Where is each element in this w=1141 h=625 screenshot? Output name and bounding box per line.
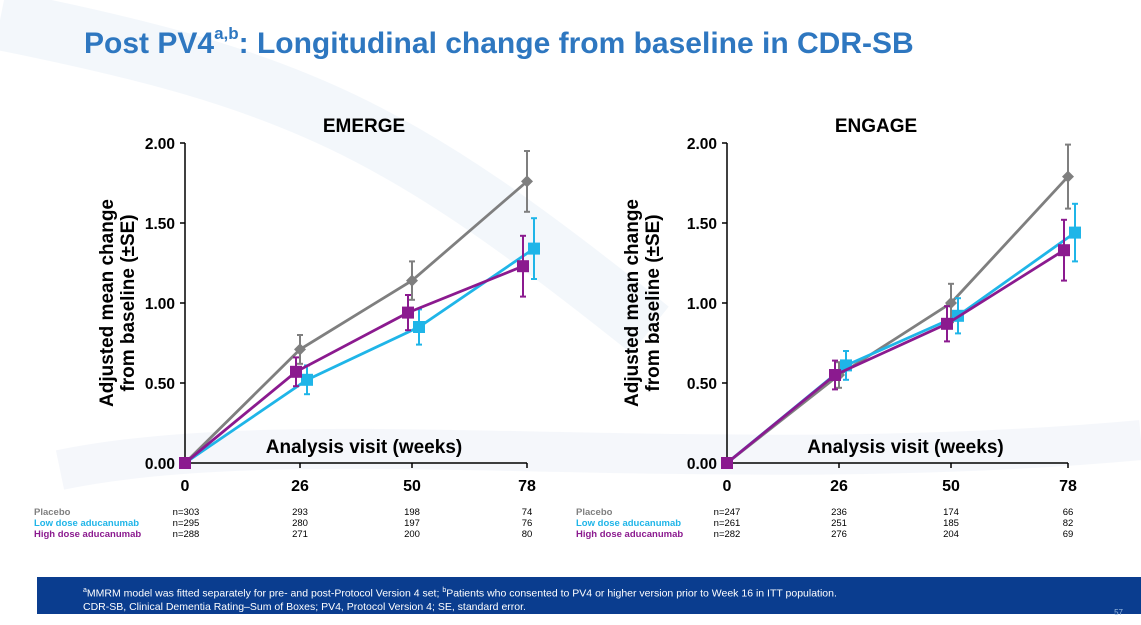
engage-x-tick-label: 78 — [1059, 478, 1077, 495]
engage-data-point — [1062, 170, 1074, 183]
engage-x-tick-label: 26 — [830, 478, 848, 495]
engage-n-cell: n=261 — [714, 518, 741, 529]
emerge-n-cell: 76 — [522, 518, 533, 529]
engage-n-row-label: Low dose aducanumab — [576, 518, 681, 529]
engage-y-tick-label: 0.00 — [687, 456, 717, 473]
emerge-data-point — [301, 373, 313, 386]
engage-data-point — [1069, 226, 1081, 239]
emerge-data-point — [402, 306, 414, 319]
emerge-n-row-label: Placebo — [34, 507, 71, 518]
engage-n-cell: 66 — [1063, 507, 1074, 518]
engage-n-cell: n=247 — [714, 507, 741, 518]
engage-data-point — [941, 317, 953, 330]
emerge-data-point — [406, 274, 418, 287]
engage-data-point — [1058, 244, 1070, 257]
emerge-n-cell: n=288 — [173, 529, 200, 540]
emerge-series-line-0 — [184, 180, 528, 464]
engage-n-cell: 69 — [1063, 529, 1074, 540]
engage-n-cell: 174 — [943, 507, 959, 518]
engage-chart-title: ENGAGE — [835, 116, 917, 137]
engage-n-cell: 276 — [831, 529, 847, 540]
engage-y-tick-label: 1.50 — [687, 216, 717, 233]
footnote-bar: aMMRM model was fitted separately for pr… — [37, 577, 1141, 614]
title-rest: : Longitudinal change from baseline in C… — [238, 27, 914, 60]
emerge-chart-title: EMERGE — [323, 116, 405, 137]
emerge-x-tick-label: 0 — [181, 478, 190, 495]
footnote-line-1: aMMRM model was fitted separately for pr… — [83, 584, 1141, 601]
engage-n-cell: n=282 — [714, 529, 741, 540]
emerge-y-tick-label: 2.00 — [145, 136, 175, 153]
footnote-b: Patients who consented to PV4 or higher … — [446, 587, 837, 600]
footnote-sup-b: b — [442, 587, 447, 594]
engage-y-axis-label-line1: Adjusted mean change — [622, 199, 643, 407]
engage-series-line-1 — [726, 231, 1076, 465]
emerge-y-tick-label: 0.00 — [145, 456, 175, 473]
emerge-n-cell: 80 — [522, 529, 533, 540]
engage-data-point — [829, 369, 841, 381]
emerge-data-point — [413, 321, 425, 333]
title-main: Post PV4 — [84, 27, 215, 60]
emerge-x-tick-label: 78 — [518, 478, 536, 495]
emerge-n-row-label: Low dose aducanumab — [34, 518, 139, 529]
emerge-chart: EMERGE 0.00 0.50 1.00 1.50 2.00 0 26 50 78 Analysi… — [34, 116, 540, 540]
emerge-n-cell: 197 — [404, 518, 420, 529]
emerge-x-axis-label: Analysis visit (weeks) — [266, 437, 462, 458]
footnote-a: MMRM model was fitted separately for pre… — [86, 587, 443, 600]
emerge-y-tick-label: 1.00 — [145, 296, 175, 313]
emerge-n-cell: 271 — [292, 529, 308, 540]
emerge-n-row-label: High dose aducanumab — [34, 529, 141, 540]
engage-x-axis-label: Analysis visit (weeks) — [807, 437, 1003, 458]
emerge-n-cell: n=295 — [173, 518, 200, 529]
emerge-series-line-1 — [184, 247, 535, 465]
emerge-data-point — [290, 365, 302, 378]
footnote-line-2: CDR-SB, Clinical Dementia Rating–Sum of … — [83, 600, 526, 613]
emerge-y-tick-label: 1.50 — [145, 216, 175, 233]
emerge-n-cell: 198 — [404, 507, 420, 518]
emerge-n-cell: 200 — [404, 529, 420, 540]
emerge-data-point — [294, 343, 306, 356]
emerge-n-cell: 293 — [292, 507, 308, 518]
engage-n-cell: 251 — [831, 518, 847, 529]
emerge-n-cell: 74 — [522, 507, 533, 518]
emerge-y-axis-label-line2: from baseline (±SE) — [118, 214, 139, 391]
engage-y-tick-label: 0.50 — [687, 376, 717, 393]
emerge-y-axis-label-line1: Adjusted mean change — [97, 199, 118, 407]
emerge-n-cell: 280 — [292, 518, 308, 529]
emerge-data-point — [528, 242, 540, 255]
page-number: 57 — [1114, 608, 1123, 617]
engage-y-tick-label: 1.00 — [687, 296, 717, 313]
engage-n-cell: 204 — [943, 529, 959, 540]
engage-data-point — [721, 457, 733, 469]
slide-title: Post PV4a,b: Longitudinal change from ba… — [84, 24, 1134, 61]
emerge-x-tick-label: 26 — [291, 478, 309, 495]
emerge-y-axis-label: Adjusted mean changefrom baseline (±SE) — [97, 199, 139, 407]
emerge-data-point — [517, 260, 529, 273]
engage-x-tick-label: 50 — [942, 478, 960, 495]
emerge-data-point — [521, 175, 533, 188]
engage-n-row-label: High dose aducanumab — [576, 529, 683, 540]
engage-series-line-2 — [726, 249, 1065, 465]
engage-y-axis-label: Adjusted mean changefrom baseline (±SE) — [622, 199, 664, 407]
emerge-x-tick-label: 50 — [403, 478, 421, 495]
emerge-data-point — [179, 457, 191, 469]
footnote-sup-a: a — [83, 587, 87, 594]
engage-y-tick-label: 2.00 — [687, 136, 717, 153]
engage-n-cell: 82 — [1063, 518, 1074, 529]
engage-n-cell: 185 — [943, 518, 959, 529]
emerge-y-tick-label: 0.50 — [145, 376, 175, 393]
engage-chart: ENGAGE 0.00 0.50 1.00 1.50 2.00 0 26 50 78 Analysi… — [576, 116, 1081, 540]
engage-n-cell: 236 — [831, 507, 847, 518]
emerge-series-line-2 — [184, 264, 524, 465]
engage-x-tick-label: 0 — [723, 478, 732, 495]
engage-n-row-label: Placebo — [576, 507, 613, 518]
title-superscript: a,b — [214, 24, 239, 43]
emerge-n-cell: n=303 — [173, 507, 200, 518]
engage-y-axis-label-line2: from baseline (±SE) — [643, 214, 664, 391]
